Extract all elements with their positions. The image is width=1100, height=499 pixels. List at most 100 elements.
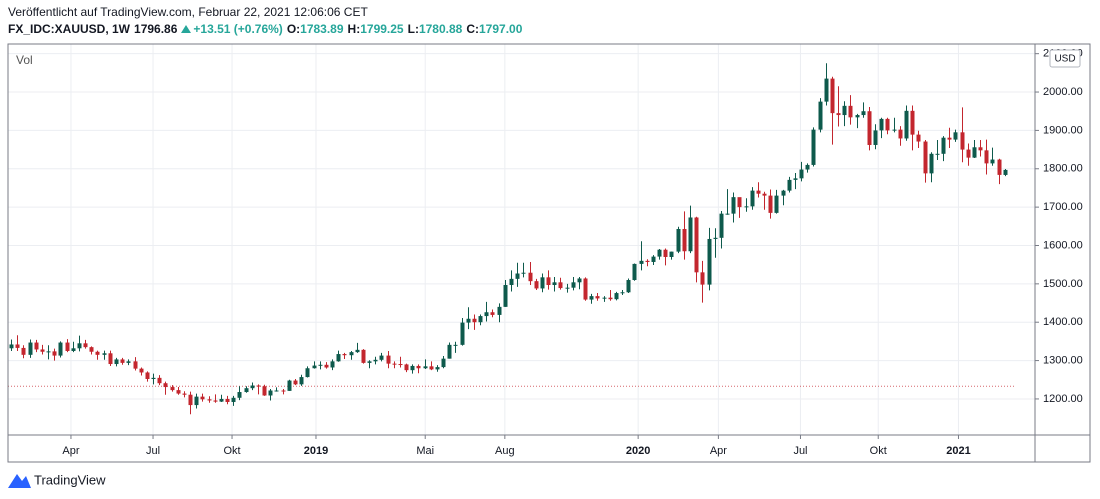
- candle-body: [157, 377, 162, 384]
- candle-body: [21, 347, 26, 355]
- candle-body: [40, 349, 45, 352]
- candle-body: [447, 344, 452, 359]
- candle-body: [700, 272, 705, 285]
- candle-body: [15, 344, 20, 348]
- x-tick-label: Okt: [870, 445, 887, 457]
- candle-body: [52, 351, 57, 356]
- y-tick-label: 1300.00: [1043, 354, 1083, 366]
- candle-body: [799, 169, 804, 179]
- candle-body: [750, 190, 755, 207]
- candle-body: [892, 129, 897, 131]
- candle-body: [620, 292, 625, 294]
- candle-body: [719, 213, 724, 238]
- candle-body: [497, 306, 502, 315]
- candle-body: [213, 400, 218, 402]
- candle-body: [774, 195, 779, 213]
- up-arrow: [181, 25, 192, 33]
- candle-body: [503, 285, 508, 307]
- ohlc-label: H:: [347, 22, 361, 36]
- candle-body: [626, 280, 631, 293]
- candle-body: [836, 113, 841, 116]
- candle-body: [694, 217, 699, 273]
- candle-body: [287, 380, 292, 391]
- candle-body: [441, 358, 446, 368]
- candle-body: [688, 217, 693, 252]
- candle-body: [756, 190, 761, 194]
- candle-body: [225, 398, 230, 403]
- candle-body: [349, 352, 354, 356]
- candle-body: [268, 390, 273, 396]
- ohlc-value: 1780.88: [418, 22, 463, 36]
- candle-body: [583, 278, 588, 300]
- candle-body: [713, 237, 718, 239]
- candle-body: [805, 164, 810, 170]
- candle-body: [632, 263, 637, 281]
- logo-icon: [8, 474, 31, 488]
- candle-body: [904, 110, 909, 139]
- price-change: +13.51 (+0.76%): [193, 22, 283, 36]
- candle-body: [256, 385, 261, 387]
- candle-body: [200, 396, 205, 400]
- candle-body: [386, 355, 391, 364]
- candle-body: [305, 368, 310, 378]
- candle-body: [528, 272, 533, 282]
- candle-body: [312, 365, 317, 369]
- price: 1796.86: [134, 22, 178, 36]
- candle-body: [410, 365, 415, 371]
- candle-body: [466, 318, 471, 323]
- candle-body: [126, 361, 131, 363]
- candle-body: [219, 398, 224, 402]
- candle-body: [916, 134, 921, 142]
- ohlc-value: 1783.89: [300, 22, 344, 36]
- candle-body: [941, 137, 946, 154]
- candle-body: [108, 353, 113, 365]
- candle-body: [250, 385, 255, 389]
- y-tick-label: 1600.00: [1043, 239, 1083, 251]
- y-tick-label: 1800.00: [1043, 163, 1083, 175]
- y-tick-label: 1400.00: [1043, 316, 1083, 328]
- grid: [8, 44, 1035, 435]
- candle-body: [781, 190, 786, 196]
- candle-body: [879, 118, 884, 131]
- candle-body: [898, 129, 903, 139]
- candle-body: [453, 344, 458, 346]
- x-tick-label: Apr: [62, 445, 79, 457]
- candle-body: [558, 282, 563, 289]
- candle-body: [960, 132, 965, 150]
- candle-body: [330, 361, 335, 368]
- candle-body: [614, 293, 619, 300]
- candle-body: [1003, 169, 1008, 175]
- candle-body: [867, 111, 872, 145]
- y-tick-label: 1900.00: [1043, 124, 1083, 136]
- candle-body: [114, 359, 119, 365]
- candle-body: [262, 386, 267, 396]
- candle-body: [120, 359, 125, 363]
- symbol-line: FX_IDC:XAUUSD, 1W 1796.86 +13.51 (+0.76%) O…: [8, 22, 526, 36]
- y-tick-label: 1700.00: [1043, 201, 1083, 213]
- candle-body: [855, 115, 860, 118]
- candle-body: [102, 353, 107, 355]
- candle-body: [472, 318, 477, 323]
- ohlc-value: 1799.25: [360, 22, 404, 36]
- candle-body: [935, 153, 940, 155]
- candle-body: [28, 342, 33, 355]
- candle-body: [392, 363, 397, 365]
- candle-body: [231, 397, 236, 403]
- candle-body: [182, 393, 187, 395]
- x-tick-label: 2020: [626, 445, 650, 457]
- candle-body: [34, 342, 39, 350]
- x-tick-label: Apr: [710, 445, 727, 457]
- candle-body: [145, 372, 150, 379]
- x-tick-label: Jul: [146, 445, 160, 457]
- candle-body: [244, 388, 249, 393]
- candle-body: [595, 296, 600, 299]
- candle-body: [639, 260, 644, 264]
- candle-body: [170, 387, 175, 391]
- candle-body: [423, 366, 428, 369]
- candle-body: [793, 178, 798, 180]
- candle-body: [842, 105, 847, 116]
- candle-body: [361, 349, 366, 363]
- candle-body: [768, 195, 773, 213]
- candle-body: [663, 249, 668, 257]
